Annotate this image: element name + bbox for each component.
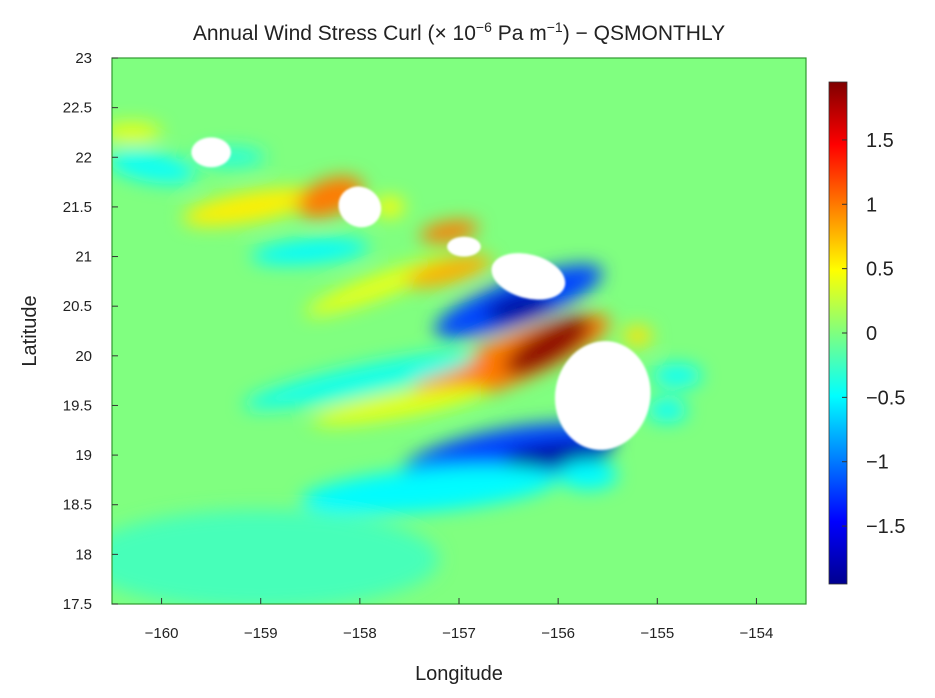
colorbar-tick-label: 0.5 bbox=[866, 259, 894, 281]
y-tick-label: 19.5 bbox=[63, 397, 92, 414]
curl-blob-6 bbox=[251, 238, 370, 265]
island-mask bbox=[191, 137, 651, 450]
curl-blob-2 bbox=[374, 196, 405, 217]
y-tick-label: 20 bbox=[75, 348, 92, 365]
x-tick-label: −160 bbox=[145, 625, 179, 642]
x-tick-label: −156 bbox=[541, 625, 575, 642]
title-exp1: −6 bbox=[476, 19, 492, 35]
colorbar-tick-label: −1.5 bbox=[866, 516, 905, 538]
colorbar-ticks: 1.5 1 0.5 0 −0.5 −1 −1.5 bbox=[842, 130, 905, 538]
chart-title: Annual Wind Stress Curl (× 10−6 Pa m−1) … bbox=[193, 19, 725, 45]
y-tick-label: 17.5 bbox=[63, 596, 92, 613]
y-axis-label: Latitude bbox=[19, 295, 41, 366]
y-tick-label: 22.5 bbox=[63, 100, 92, 117]
island-2 bbox=[447, 236, 481, 257]
y-tick-label: 21.5 bbox=[63, 199, 92, 216]
plot-area bbox=[112, 58, 806, 604]
curl-blob-18 bbox=[112, 509, 440, 604]
x-tick-label: −157 bbox=[442, 625, 476, 642]
colorbar-tick-label: −0.5 bbox=[866, 387, 905, 409]
title-middle: Pa m bbox=[492, 22, 547, 45]
title-suffix: ) − QSMONTHLY bbox=[563, 22, 725, 45]
curl-blob-12 bbox=[504, 317, 592, 375]
x-tick-label: −155 bbox=[640, 625, 674, 642]
colorbar-tick-label: −1 bbox=[866, 452, 889, 474]
y-tick-label: 19 bbox=[75, 447, 92, 464]
island-4 bbox=[554, 341, 651, 450]
curl-field bbox=[112, 122, 702, 604]
y-tick-label: 18.5 bbox=[63, 497, 92, 514]
title-prefix: Annual Wind Stress Curl (× 10 bbox=[193, 22, 476, 45]
y-tick-label: 20.5 bbox=[63, 298, 92, 315]
island-0 bbox=[191, 137, 231, 168]
y-tick-label: 22 bbox=[75, 149, 92, 166]
island-1 bbox=[338, 186, 382, 228]
island-3 bbox=[491, 253, 566, 300]
curl-blob-13 bbox=[243, 351, 477, 410]
y-tick-label: 23 bbox=[75, 50, 92, 67]
curl-blob-0 bbox=[182, 187, 320, 226]
colorbar-tick-label: 0 bbox=[866, 323, 877, 345]
curl-blob-21 bbox=[647, 398, 688, 423]
x-tick-label: −154 bbox=[740, 625, 774, 642]
x-axis-ticks: −160 −159 −158 −157 −156 −155 −154 bbox=[145, 598, 774, 642]
title-exp2: −1 bbox=[547, 19, 563, 35]
x-axis-label: Longitude bbox=[415, 663, 503, 685]
curl-blob-20 bbox=[652, 363, 702, 388]
y-tick-label: 21 bbox=[75, 249, 92, 266]
y-tick-label: 18 bbox=[75, 546, 92, 563]
x-tick-label: −158 bbox=[343, 625, 377, 642]
colorbar-tick-label: 1.5 bbox=[866, 130, 894, 152]
curl-blob-22 bbox=[558, 460, 618, 490]
curl-blob-5 bbox=[112, 150, 196, 184]
curl-blob-4 bbox=[112, 122, 162, 143]
curl-blob-17 bbox=[300, 465, 558, 515]
colorbar-tick-label: 1 bbox=[866, 194, 877, 216]
x-tick-label: −159 bbox=[244, 625, 278, 642]
curl-blob-8 bbox=[405, 255, 493, 288]
y-axis-ticks: 17.5 18 18.5 19 19.5 20 20.5 21 21.5 22 22.5 23 bbox=[63, 50, 118, 613]
curl-blob-14 bbox=[311, 386, 488, 425]
curl-blob-19 bbox=[622, 326, 653, 346]
